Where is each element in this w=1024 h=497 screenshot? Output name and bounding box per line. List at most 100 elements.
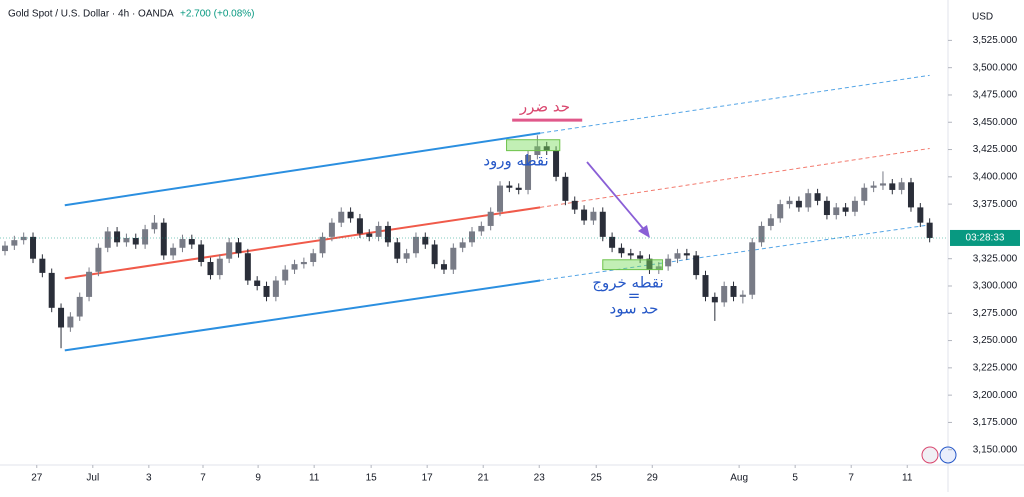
candle-body bbox=[833, 207, 840, 216]
x-tick-label: 17 bbox=[422, 473, 434, 484]
candle-body bbox=[543, 146, 550, 151]
candle-body bbox=[20, 236, 27, 241]
candle-body bbox=[235, 242, 242, 254]
candle-body bbox=[207, 261, 214, 276]
y-tick-label: 3,250.000 bbox=[973, 335, 1018, 346]
candle-body bbox=[898, 182, 905, 190]
candle-body bbox=[525, 155, 532, 190]
candle-body bbox=[907, 182, 914, 208]
candle-body bbox=[590, 211, 597, 221]
candle-body bbox=[637, 255, 644, 259]
candle-body bbox=[95, 247, 102, 272]
candle-body bbox=[795, 200, 802, 208]
candle-body bbox=[170, 247, 177, 256]
x-tick-label: 5 bbox=[792, 473, 798, 484]
candle-body bbox=[11, 240, 18, 246]
candle-body bbox=[618, 247, 625, 254]
candle-body bbox=[553, 150, 560, 177]
zone-box bbox=[602, 259, 664, 271]
candle-body bbox=[384, 225, 391, 243]
x-tick-label: 7 bbox=[848, 473, 854, 484]
candle-body bbox=[123, 237, 130, 243]
trendline bbox=[64, 132, 541, 207]
zone-box bbox=[506, 139, 561, 152]
candle-body bbox=[599, 211, 606, 237]
candle-body bbox=[562, 176, 569, 201]
x-tick-label: 7 bbox=[200, 473, 206, 484]
candle-body bbox=[459, 242, 466, 248]
candle-body bbox=[777, 204, 784, 219]
candle-body bbox=[497, 185, 504, 212]
y-tick-label: 3,375.000 bbox=[973, 199, 1018, 210]
candle-body bbox=[254, 280, 261, 286]
candle-body bbox=[226, 242, 233, 259]
candle-body bbox=[328, 222, 335, 237]
candle-body bbox=[394, 242, 401, 259]
candle-body bbox=[244, 253, 251, 281]
y-tick-label: 3,275.000 bbox=[973, 308, 1018, 319]
trendline-extension bbox=[540, 224, 930, 282]
candle-body bbox=[104, 231, 111, 248]
x-tick-label: 29 bbox=[647, 473, 659, 484]
candle-body bbox=[730, 285, 737, 297]
symbol-title: Gold Spot / U.S. Dollar · 4h · OANDA bbox=[8, 9, 174, 20]
candle-body bbox=[814, 193, 821, 201]
x-tick-label: 27 bbox=[31, 473, 43, 484]
entry-label: نقطه ورود bbox=[483, 152, 548, 170]
candle-body bbox=[767, 218, 774, 226]
y-tick-label: 3,200.000 bbox=[973, 390, 1018, 401]
exit-label: نقطه خروج bbox=[592, 274, 663, 293]
y-tick-label: 3,450.000 bbox=[973, 117, 1018, 128]
candle-body bbox=[216, 258, 223, 276]
currency: USD bbox=[972, 12, 993, 23]
countdown-box bbox=[950, 229, 1020, 246]
candle-body bbox=[160, 222, 167, 256]
candle-body bbox=[711, 296, 718, 303]
candle-body bbox=[889, 183, 896, 190]
candle-body bbox=[749, 242, 756, 295]
countdown: 03:28:33 bbox=[966, 233, 1005, 244]
candle-body bbox=[879, 183, 886, 186]
equals-label: = bbox=[628, 287, 641, 305]
candle-body bbox=[478, 225, 485, 232]
candle-body bbox=[412, 236, 419, 254]
candle-body bbox=[30, 236, 37, 259]
candle-body bbox=[515, 187, 522, 190]
candle-body bbox=[655, 266, 662, 270]
candle-body bbox=[842, 207, 849, 212]
candle-body bbox=[114, 231, 121, 243]
arrow bbox=[586, 161, 647, 233]
y-tick-label: 3,525.000 bbox=[973, 35, 1018, 46]
candle-body bbox=[581, 209, 588, 221]
candle-body bbox=[609, 236, 616, 248]
candle-body bbox=[132, 237, 139, 245]
trendline-extension bbox=[540, 147, 930, 208]
candle-body bbox=[450, 247, 457, 270]
icon[interactable] bbox=[921, 446, 939, 464]
y-tick-label: 3,225.000 bbox=[973, 362, 1018, 373]
candle-body bbox=[347, 211, 354, 219]
arrow-head bbox=[638, 225, 650, 238]
candle-body bbox=[861, 187, 868, 201]
candle-body bbox=[263, 285, 270, 297]
candle-body bbox=[627, 253, 634, 256]
y-tick-label: 3,425.000 bbox=[973, 144, 1018, 155]
candle-body bbox=[702, 275, 709, 297]
candle-body bbox=[151, 222, 158, 230]
x-tick-label: 9 bbox=[255, 473, 261, 484]
candle-body bbox=[58, 307, 65, 328]
icon[interactable] bbox=[939, 446, 957, 464]
trendline bbox=[64, 279, 541, 352]
candle-body bbox=[758, 225, 765, 243]
candle-body bbox=[310, 253, 317, 262]
x-tick-label: 15 bbox=[366, 473, 378, 484]
candle-body bbox=[300, 261, 307, 265]
candle-body bbox=[2, 245, 8, 252]
candle-body bbox=[571, 200, 578, 210]
candle-body bbox=[665, 258, 672, 267]
candle-body bbox=[403, 253, 410, 259]
y-tick-label: 3,325.000 bbox=[973, 253, 1018, 264]
candle-body bbox=[870, 185, 877, 188]
x-tick-label: 3 bbox=[146, 473, 152, 484]
candle-body bbox=[851, 200, 858, 212]
